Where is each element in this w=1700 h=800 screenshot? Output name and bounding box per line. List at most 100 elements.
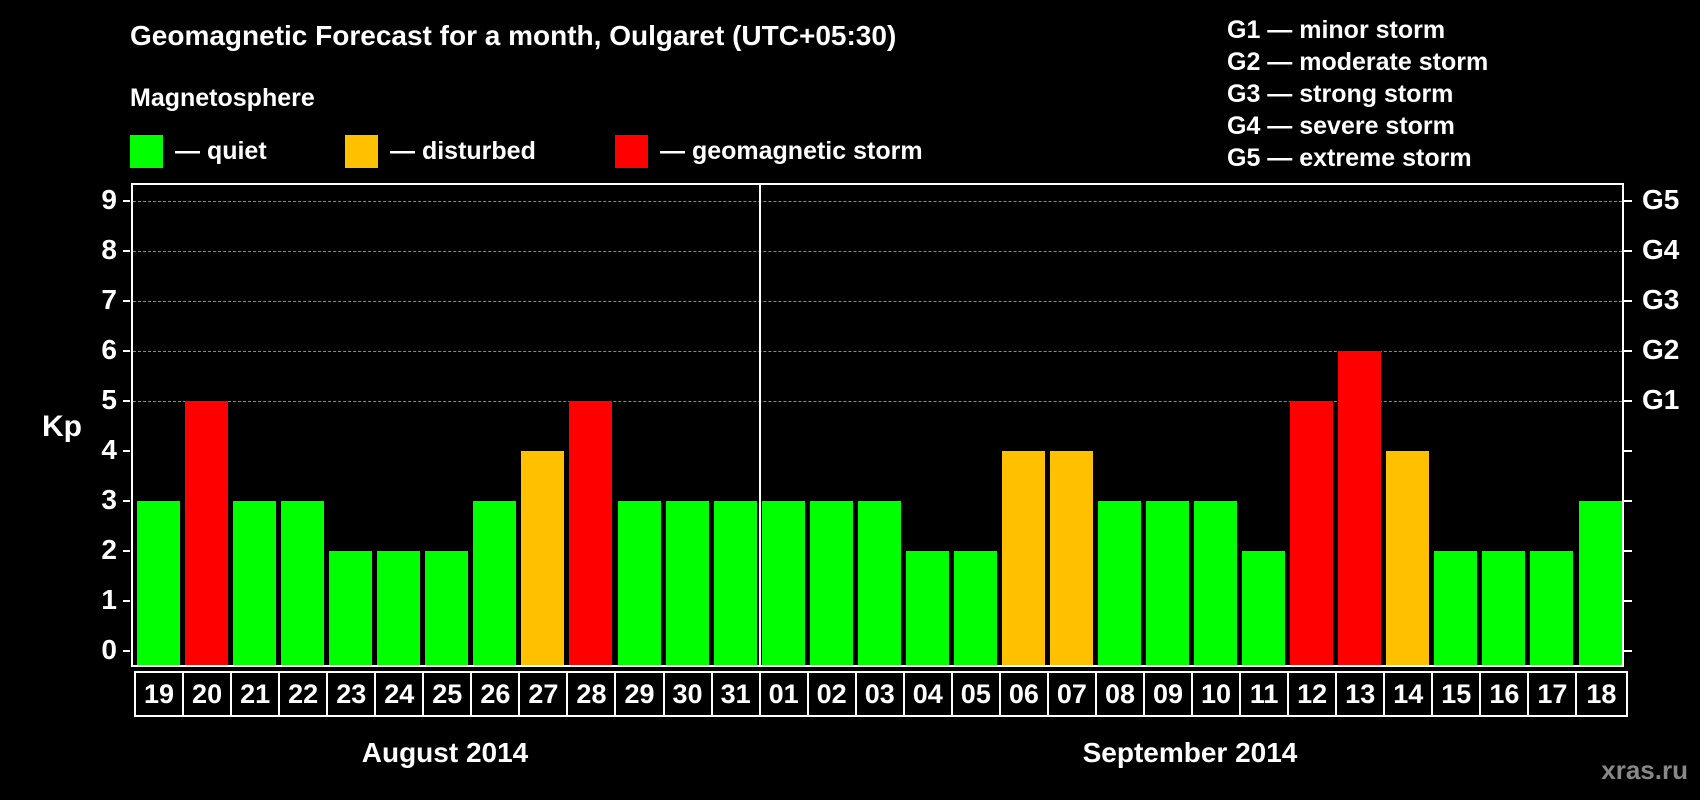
legend-subtitle: Magnetosphere: [130, 84, 315, 112]
month-label-september: September 2014: [1082, 737, 1298, 768]
y-tick-label: 5: [101, 384, 117, 415]
y-tick-right: [1624, 350, 1632, 352]
bar-12: [1290, 401, 1334, 665]
y-tick-label: 2: [101, 534, 117, 565]
bar-07: [1049, 451, 1093, 665]
bar-01: [761, 501, 805, 665]
legend-item-quiet: — quiet: [130, 134, 267, 168]
bar-26: [473, 501, 517, 665]
g-level-label: G1: [1642, 384, 1680, 415]
chart-title: Geomagnetic Forecast for a month, Oulgar…: [130, 20, 897, 51]
legend-label: — geomagnetic storm: [660, 136, 923, 165]
y-tick-right: [1624, 300, 1632, 302]
bar-24: [377, 551, 421, 665]
y-tick: [123, 450, 130, 452]
bar-09: [1146, 501, 1190, 665]
g-level-label: G5: [1642, 184, 1680, 215]
bar-30: [665, 501, 709, 665]
y-tick: [123, 650, 130, 652]
date-cell: 24: [376, 673, 425, 715]
date-cell: 19: [136, 673, 185, 715]
date-cell: 11: [1241, 673, 1290, 715]
bar-19: [137, 501, 180, 665]
y-axis-title: Kp: [42, 410, 82, 443]
date-cell: 20: [184, 673, 233, 715]
disturbed-swatch-icon: [345, 134, 378, 168]
g-level-label: G4: [1642, 234, 1680, 265]
y-tick: [123, 500, 130, 502]
date-cell: 29: [616, 673, 665, 715]
y-tick-right: [1624, 550, 1632, 552]
y-tick-label: 0: [101, 634, 117, 665]
bar-08: [1098, 501, 1141, 665]
y-tick-label: 7: [101, 284, 117, 315]
bar-02: [809, 501, 853, 665]
bar-18: [1578, 501, 1622, 665]
y-tick-label: 8: [101, 234, 117, 265]
bar-03: [857, 501, 901, 665]
bar-20: [185, 401, 229, 665]
y-tick-label: 1: [101, 584, 117, 615]
storm-swatch-icon: [615, 134, 648, 168]
y-tick-right: [1624, 600, 1632, 602]
y-tick-right: [1624, 650, 1632, 652]
y-tick: [123, 400, 130, 402]
bar-27: [521, 451, 565, 665]
date-cell: 17: [1529, 673, 1578, 715]
date-cell: 06: [1001, 673, 1049, 715]
g-scale-item: G1 — minor storm: [1227, 16, 1446, 44]
bar-13: [1338, 351, 1382, 665]
date-cell: 01: [761, 673, 809, 715]
date-cell: 26: [472, 673, 521, 715]
bar-21: [233, 501, 277, 665]
g-scale-item: G5 — extreme storm: [1227, 144, 1472, 172]
date-cell: 30: [665, 673, 713, 715]
y-tick: [123, 600, 130, 602]
date-cell: 18: [1586, 678, 1617, 709]
y-tick-label: 4: [101, 434, 117, 465]
date-cell: 12: [1289, 673, 1338, 715]
date-cell: 09: [1145, 673, 1194, 715]
date-cell: 10: [1193, 673, 1242, 715]
legend-label: — quiet: [175, 136, 267, 165]
date-cell: 21: [232, 673, 281, 715]
bar-06: [1001, 451, 1045, 665]
date-cell: 13: [1337, 673, 1386, 715]
date-cell: 02: [809, 673, 857, 715]
grid-line: [133, 201, 1622, 202]
bar-05: [953, 551, 997, 665]
y-tick-label: 9: [101, 184, 117, 215]
date-cell: 28: [568, 673, 617, 715]
date-cell: 15: [1433, 673, 1482, 715]
date-cell: 16: [1481, 673, 1530, 715]
date-cell: 14: [1385, 673, 1434, 715]
grid-line: [133, 301, 1622, 302]
date-cell: 22: [280, 673, 329, 715]
y-tick-right: [1624, 500, 1632, 502]
bar-04: [905, 551, 949, 665]
date-cell: 25: [424, 673, 473, 715]
date-cell: 04: [905, 673, 953, 715]
y-tick: [123, 250, 130, 252]
bar-23: [329, 551, 373, 665]
watermark: xras.ru: [1601, 755, 1688, 785]
bar-31: [713, 501, 757, 665]
g-scale-item: G2 — moderate storm: [1227, 48, 1489, 76]
y-tick-right: [1624, 250, 1632, 252]
g-level-label: G3: [1642, 284, 1680, 315]
legend-item-storm: — geomagnetic storm: [615, 134, 923, 168]
quiet-swatch-icon: [130, 134, 163, 168]
y-tick: [123, 200, 130, 202]
bar-28: [569, 401, 613, 665]
chart-frame: [131, 183, 1624, 667]
bar-15: [1434, 551, 1478, 665]
legend-label: — disturbed: [390, 136, 536, 165]
month-label-august: August 2014: [361, 737, 529, 768]
y-tick-label: 3: [101, 484, 117, 515]
bar-25: [425, 551, 469, 665]
bar-16: [1482, 551, 1526, 665]
y-tick-right: [1624, 200, 1632, 202]
date-row: 19 20 21 22 23 24 25 26 27 28 29 30 31 01 02 03 04 05 06 07…: [134, 671, 1628, 717]
y-tick-right: [1624, 400, 1632, 402]
g-scale-item: G3 — strong storm: [1227, 80, 1454, 108]
